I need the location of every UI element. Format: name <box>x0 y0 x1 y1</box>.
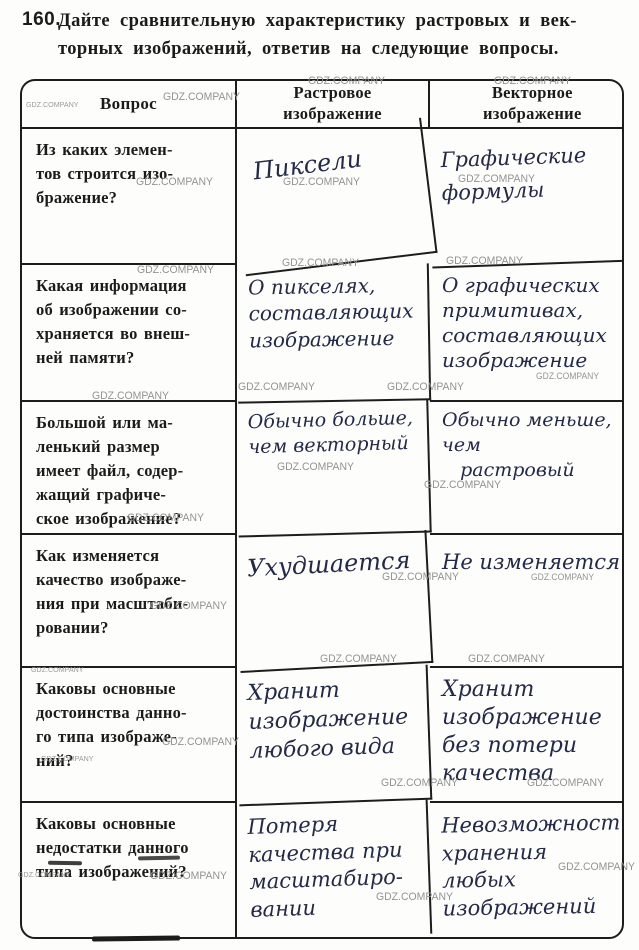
raster-answer-cell: Пиксели <box>229 117 438 277</box>
ink-smudge <box>137 855 181 861</box>
vector-answer-cell: Обычно меньше, чем растровый <box>430 402 622 535</box>
question-cell: Какая информация об изображении со- хран… <box>22 265 237 402</box>
vector-answer-cell: Невозможность хранения любых изображений <box>441 810 624 921</box>
ink-smudge <box>47 860 83 866</box>
raster-answer-cell: Обычно больше, чем векторный <box>235 399 432 538</box>
raster-answer-cell: О пикселях, составляющих изображение <box>235 263 432 404</box>
raster-answer-cell: Хранит изображение любого вида <box>234 664 433 807</box>
question-cell: Каковы основные недостатки данного типа … <box>22 803 237 937</box>
comparison-table: Вопрос Растровое изображение Векторное и… <box>20 79 624 939</box>
vector-answer-cell: О графических примитивах, составляющих и… <box>430 265 622 402</box>
header-question: Вопрос <box>22 81 237 129</box>
ink-smudge <box>91 935 181 942</box>
question-cell: Большой или ма- ленький размер имеет фай… <box>22 402 237 535</box>
vector-answer-cell: Хранит изображение без потери качества <box>430 668 622 803</box>
question-cell: Из каких элемен- тов строится изо- браже… <box>22 129 237 265</box>
task-text: Дайте сравнительную характеристику растр… <box>58 11 577 59</box>
vector-answer-cell: Не изменяется <box>430 535 622 668</box>
vector-answer-cell: Графические формулы <box>427 125 622 269</box>
question-cell: Каковы основные достоинства данно- го ти… <box>22 668 237 803</box>
header-vector: Векторное изображение <box>430 81 622 129</box>
task-number: 160. <box>22 9 61 30</box>
question-cell: Как изменяется качество изображе- ния пр… <box>22 535 237 668</box>
header-raster: Растровое изображение <box>237 81 430 129</box>
raster-answer-cell: Потеря качества при масштабиро- вании <box>234 799 433 937</box>
raster-answer-cell: Ухудшается <box>233 530 434 673</box>
task-heading: 160. Дайте сравнительную характеристику … <box>22 8 622 64</box>
